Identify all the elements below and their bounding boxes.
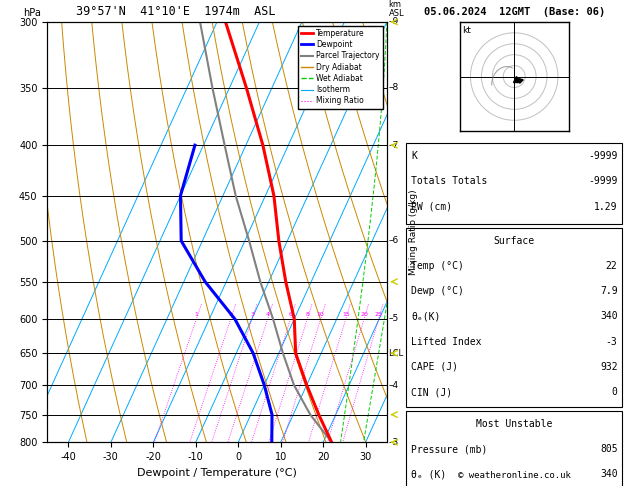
Text: θₑ(K): θₑ(K) [411,312,440,321]
Text: –5: –5 [389,314,399,324]
Text: 7.9: 7.9 [600,286,618,296]
Bar [406,143,622,224]
Text: 932: 932 [600,362,618,372]
Text: -9999: -9999 [588,151,618,161]
Text: 340: 340 [600,312,618,321]
Text: 22: 22 [606,261,618,271]
Text: 8: 8 [306,312,309,317]
Bar [406,228,622,407]
Text: hPa: hPa [23,8,42,17]
Text: 340: 340 [600,469,618,479]
Text: CIN (J): CIN (J) [411,387,452,397]
Text: Mixing Ratio (g/kg): Mixing Ratio (g/kg) [409,189,418,275]
Text: –7: –7 [389,140,399,150]
Bar [406,411,622,486]
X-axis label: Dewpoint / Temperature (°C): Dewpoint / Temperature (°C) [137,468,297,478]
Text: 6: 6 [289,312,292,317]
Text: 15: 15 [342,312,350,317]
Text: Pressure (mb): Pressure (mb) [411,444,487,454]
Text: θₑ (K): θₑ (K) [411,469,446,479]
Text: -3: -3 [606,337,618,347]
Text: 1: 1 [194,312,198,317]
Text: 805: 805 [600,444,618,454]
Text: 20: 20 [360,312,368,317]
Text: 2: 2 [229,312,233,317]
Text: LCL: LCL [389,349,404,358]
Text: kt: kt [462,26,470,35]
Text: –4: –4 [389,381,399,389]
Text: Surface: Surface [494,236,535,245]
Text: –6: –6 [389,236,399,245]
Text: PW (cm): PW (cm) [411,202,452,211]
Text: –9: –9 [389,17,399,26]
Text: km
ASL: km ASL [389,0,404,17]
Text: 3: 3 [250,312,254,317]
Text: © weatheronline.co.uk: © weatheronline.co.uk [458,471,571,480]
Text: 1.29: 1.29 [594,202,618,211]
Text: Most Unstable: Most Unstable [476,419,552,429]
Text: 25: 25 [375,312,382,317]
Text: Temp (°C): Temp (°C) [411,261,464,271]
Text: Totals Totals: Totals Totals [411,176,487,186]
Legend: Temperature, Dewpoint, Parcel Trajectory, Dry Adiabat, Wet Adiabat, Isotherm, Mi: Temperature, Dewpoint, Parcel Trajectory… [298,26,383,108]
Text: Dewp (°C): Dewp (°C) [411,286,464,296]
Text: 10: 10 [317,312,325,317]
Text: K: K [411,151,417,161]
Text: –8: –8 [389,84,399,92]
Text: 39°57'N  41°10'E  1974m  ASL: 39°57'N 41°10'E 1974m ASL [77,5,276,17]
Text: CAPE (J): CAPE (J) [411,362,458,372]
Text: –3: –3 [389,438,399,447]
Text: -9999: -9999 [588,176,618,186]
Text: Lifted Index: Lifted Index [411,337,481,347]
Text: 0: 0 [611,387,618,397]
Text: 05.06.2024  12GMT  (Base: 06): 05.06.2024 12GMT (Base: 06) [423,7,605,17]
Text: 4: 4 [265,312,270,317]
